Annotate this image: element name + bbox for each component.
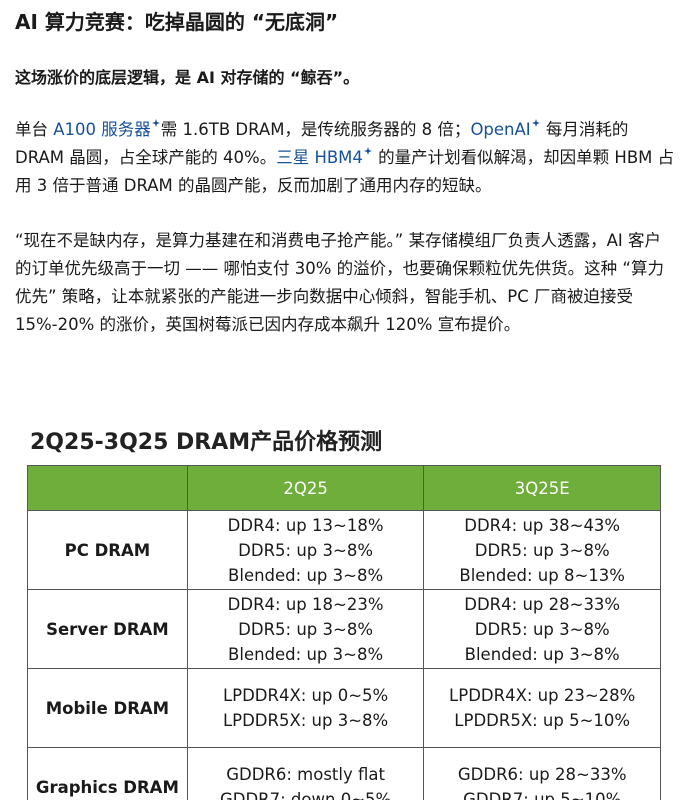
table-cell: LPDDR4X: up 0~5% LPDDR5X: up 3~8%: [186, 668, 425, 748]
cell-line: DDR4: up 13~18%: [227, 515, 384, 535]
cell-line: LPDDR4X: up 0~5%: [222, 686, 389, 705]
cell-line: DDR4: up 28~33%: [464, 594, 621, 614]
cell-line: GDDR7: down 0~5%: [219, 790, 392, 800]
cell-line: DDR5: up 3~8%: [238, 540, 374, 560]
table-row: Mobile DRAM LPDDR4X: up 0~5% LPDDR5X: up 3…: [27, 668, 661, 748]
cell-line: DDR5: up 3~8%: [474, 619, 610, 639]
link-icon: [151, 119, 160, 127]
cell-line: Blended: up 3~8%: [228, 565, 384, 585]
link-icon: [363, 147, 372, 155]
text: “现在不是缺内存，是算力基建在和消费电子抢产能。” 某存储模组厂负责人透露，AI…: [15, 231, 664, 334]
subheading: 这场涨价的底层逻辑，是 AI 对存储的 “鲸吞”。: [15, 68, 360, 87]
table-cell: DDR4: up 38~43% DDR5: up 3~8% Blended: up …: [423, 510, 661, 590]
table-cell: DDR4: up 13~18% DDR5: up 3~8% Blended: up …: [186, 510, 425, 590]
row-label: Server DRAM: [27, 589, 188, 669]
table-row: Server DRAM DDR4: up 18~23% DDR5: up 3~8% B…: [27, 589, 661, 669]
link[interactable]: 三星 HBM4: [276, 148, 363, 167]
column-header: 3Q25E: [423, 465, 661, 511]
row-label: PC DRAM: [27, 510, 188, 590]
heading: AI 算力竞赛：吃掉晶圆的 “无底洞”: [15, 10, 339, 34]
link[interactable]: OpenAI: [470, 120, 531, 139]
table-row: PC DRAM DDR4: up 13~18% DDR5: up 3~8% Blend…: [27, 510, 661, 590]
text: 的量产计划看似解渴，却因单颗 HBM 占用 3 倍于普通 DRAM 的晶圆产能，…: [15, 148, 675, 195]
text: 需 1.6TB DRAM，是传统服务器的 8 倍；: [160, 120, 471, 139]
cell-line: LPDDR5X: up 3~8%: [222, 711, 389, 730]
table-cell: GDDR6: mostly flat GDDR7: down 0~5%: [186, 747, 425, 800]
cell-line: DDR5: up 3~8%: [238, 619, 374, 639]
text: 每月消耗的 DRAM 晶圆，占全球产能的 40%。: [15, 120, 629, 167]
cell-line: Blended: up 3~8%: [228, 644, 384, 664]
cell-line: Blended: up 8~13%: [459, 565, 625, 585]
link-icon: [531, 119, 540, 127]
paragraph: “现在不是缺内存，是算力基建在和消费电子抢产能。” 某存储模组厂负责人透露，AI…: [15, 227, 675, 339]
table-cell: GDDR6: up 28~33% GDDR7: up 5~10%: [423, 747, 661, 800]
price-table: 2Q25 3Q25E PC DRAM DDR4: up 13~18% DDR5: up…: [27, 465, 661, 800]
figure-title: 2Q25-3Q25 DRAM产品价格预测: [30, 430, 383, 455]
header-corner: [27, 465, 188, 511]
text: 单台: [15, 120, 54, 139]
row-label: Graphics DRAM: [27, 747, 188, 800]
table-cell: DDR4: up 28~33% DDR5: up 3~8% Blended: up …: [423, 589, 661, 669]
cell-line: GDDR6: up 28~33%: [457, 765, 627, 784]
paragraph: 单台 A100 服务器需 1.6TB DRAM，是传统服务器的 8 倍；Open…: [15, 116, 675, 200]
cell-line: DDR5: up 3~8%: [474, 540, 610, 560]
table-row: Graphics DRAM GDDR6: mostly flat GDDR7: do…: [27, 747, 661, 800]
link[interactable]: A100 服务器: [53, 120, 151, 139]
row-label: Mobile DRAM: [27, 668, 188, 748]
table-cell: LPDDR4X: up 23~28% LPDDR5X: up 5~10%: [423, 668, 661, 748]
column-header: 2Q25: [186, 465, 425, 511]
cell-line: DDR4: up 18~23%: [227, 594, 384, 614]
cell-line: LPDDR4X: up 23~28%: [449, 686, 636, 705]
cell-line: GDDR6: mostly flat: [226, 765, 385, 784]
cell-line: DDR4: up 38~43%: [464, 515, 621, 535]
table-cell: DDR4: up 18~23% DDR5: up 3~8% Blended: up …: [186, 589, 425, 669]
cell-line: LPDDR5X: up 5~10%: [454, 711, 631, 730]
cell-line: GDDR7: up 5~10%: [463, 790, 622, 800]
header-row: 2Q25 3Q25E: [27, 465, 661, 511]
cell-line: Blended: up 3~8%: [464, 644, 620, 664]
